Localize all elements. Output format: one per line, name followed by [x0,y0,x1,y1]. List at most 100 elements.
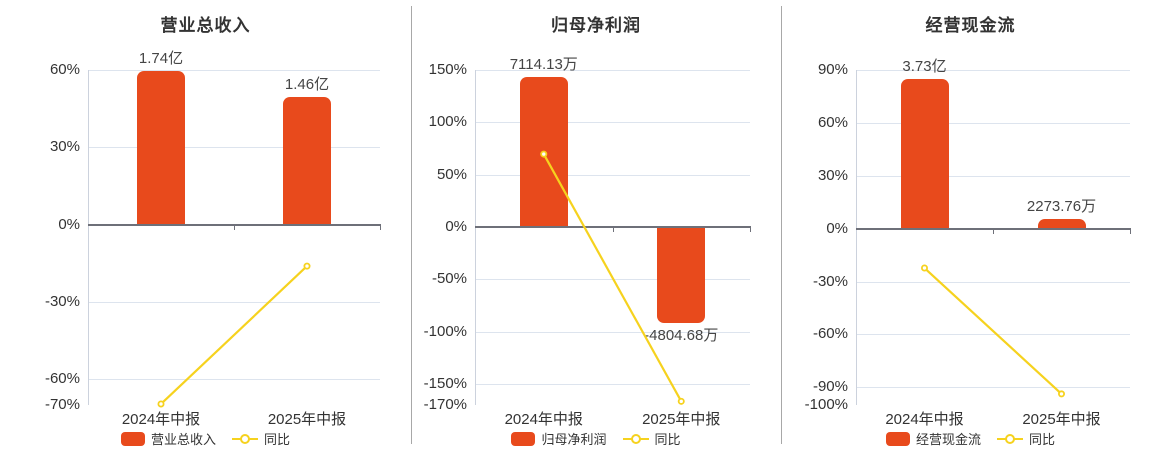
y-axis-tick-label: 150% [428,61,467,78]
legend-item-yoy-line[interactable]: 同比 [622,429,681,448]
y-axis-tick-label: -30% [44,292,80,310]
bar[interactable] [137,71,185,225]
legend-bar-swatch-icon [511,431,536,446]
bar[interactable] [657,227,706,324]
yoy-point[interactable] [920,264,928,272]
zero-axis-line [88,223,381,226]
gridline [88,301,380,303]
gridline [856,387,1130,389]
y-axis-tick-label: -100% [804,396,848,413]
bar[interactable] [283,97,331,225]
chart-legend: 归母净利润 同比 [411,429,781,448]
chart-panel-operating-cash-flow: 经营现金流 90% 60% 30% 0% -30% -60% -90% -100% 3.73亿 2… [781,0,1160,450]
x-axis-tick [612,228,614,233]
legend-line-marker-icon [997,433,1023,445]
x-axis-tick [993,229,994,234]
legend-bar-label: 营业总收入 [150,432,216,447]
gridline [475,384,750,386]
bar-value-label: 7114.13万 [509,56,578,74]
gridline [856,122,1130,124]
y-axis-tick-label: -170% [423,396,467,413]
gridline [856,281,1130,283]
yoy-point[interactable] [303,262,311,270]
gridline [88,147,380,149]
legend-yoy-label: 同比 [1029,432,1056,447]
x-axis-label: 2024年中报 [885,411,964,428]
chart-panel-revenue: 营业总收入 60% 30% 0% -30% -60% -70% 1.74亿 2024年中报 1.… [0,0,411,450]
x-axis-label: 2024年中报 [504,411,583,428]
y-axis-tick-label: 60% [817,113,848,131]
bar-value-label: -4804.68万 [644,327,719,345]
chart-title: 营业总收入 [160,16,251,35]
x-axis-tick [750,228,751,233]
y-axis-tick-label: 100% [428,113,467,131]
x-axis-label: 2025年中报 [1022,411,1101,428]
legend-item-bar-series[interactable]: 经营现金流 [885,429,981,448]
x-axis-tick [1130,229,1131,234]
x-axis-label: 2025年中报 [642,411,721,428]
bar-value-label: 2273.76万 [1026,197,1097,215]
x-axis-tick [234,225,235,230]
legend-yoy-label: 同比 [654,432,681,447]
y-axis-tick-label: 50% [436,165,467,183]
zero-axis-line [856,227,1131,230]
bar-value-label: 1.74亿 [138,50,184,68]
gridline [475,174,750,176]
y-axis-tick-label: -60% [44,370,80,388]
gridline [856,334,1130,336]
y-axis-tick-label: -30% [812,272,848,290]
legend-bar-swatch-icon [120,431,145,446]
y-axis-tick-label: -60% [812,325,848,343]
y-axis-tick-label: 0% [445,218,467,236]
y-axis-line [475,70,476,405]
y-axis-tick-label: 0% [58,215,80,233]
yoy-point[interactable] [677,397,685,405]
legend-item-bar-series[interactable]: 营业总收入 [120,429,216,448]
bar-value-label: 1.46亿 [284,76,330,94]
legend-bar-label: 归母净利润 [541,432,607,447]
y-axis-line [856,70,857,405]
y-axis-line [88,70,89,405]
bar[interactable] [900,78,949,229]
x-axis-tick [380,225,381,230]
legend-item-bar-series[interactable]: 归母净利润 [511,429,607,448]
yoy-point[interactable] [157,400,165,408]
y-axis-tick-label: -70% [44,396,80,413]
gridline [856,175,1130,177]
panel-separator [411,6,412,444]
plot-area: 90% 60% 30% 0% -30% -60% -90% -100% 3.73亿 2024年中报… [781,0,1160,450]
x-axis-label: 2024年中报 [121,411,201,428]
x-axis-label: 2025年中报 [267,411,347,428]
panel-separator [781,6,782,444]
gridline [88,379,380,381]
y-axis-tick-label: 30% [49,138,80,156]
y-axis-tick-label: -150% [423,375,467,393]
gridline [88,70,380,71]
legend-line-marker-icon [622,433,649,445]
yoy-point[interactable] [1057,390,1065,398]
gridline [856,70,1130,71]
y-axis-tick-label: -50% [431,270,467,288]
legend-line-marker-icon [232,433,258,445]
chart-title: 归母净利润 [551,16,641,35]
chart-legend: 营业总收入 同比 [0,429,411,448]
bar[interactable] [1037,218,1086,229]
y-axis-tick-label: -100% [423,322,467,340]
legend-yoy-label: 同比 [264,432,291,447]
y-axis-tick-label: -90% [812,378,848,396]
chart-title: 经营现金流 [925,16,1016,35]
legend-item-yoy-line[interactable]: 同比 [997,429,1055,448]
plot-area: 60% 30% 0% -30% -60% -70% 1.74亿 2024年中报 1.46亿 202… [0,0,411,450]
gridline [475,122,750,124]
y-axis-tick-label: 0% [826,219,848,237]
bar-value-label: 3.73亿 [902,57,947,75]
y-axis-tick-label: 30% [817,166,848,184]
chart-legend: 经营现金流 同比 [781,429,1160,448]
gridline [475,70,750,71]
bar[interactable] [519,77,568,228]
plot-area: 150% 100% 50% 0% -50% -100% -150% -170% 7114.13万… [411,0,781,450]
legend-bar-swatch-icon [885,431,910,446]
legend-bar-label: 经营现金流 [915,432,981,447]
legend-item-yoy-line[interactable]: 同比 [232,429,290,448]
